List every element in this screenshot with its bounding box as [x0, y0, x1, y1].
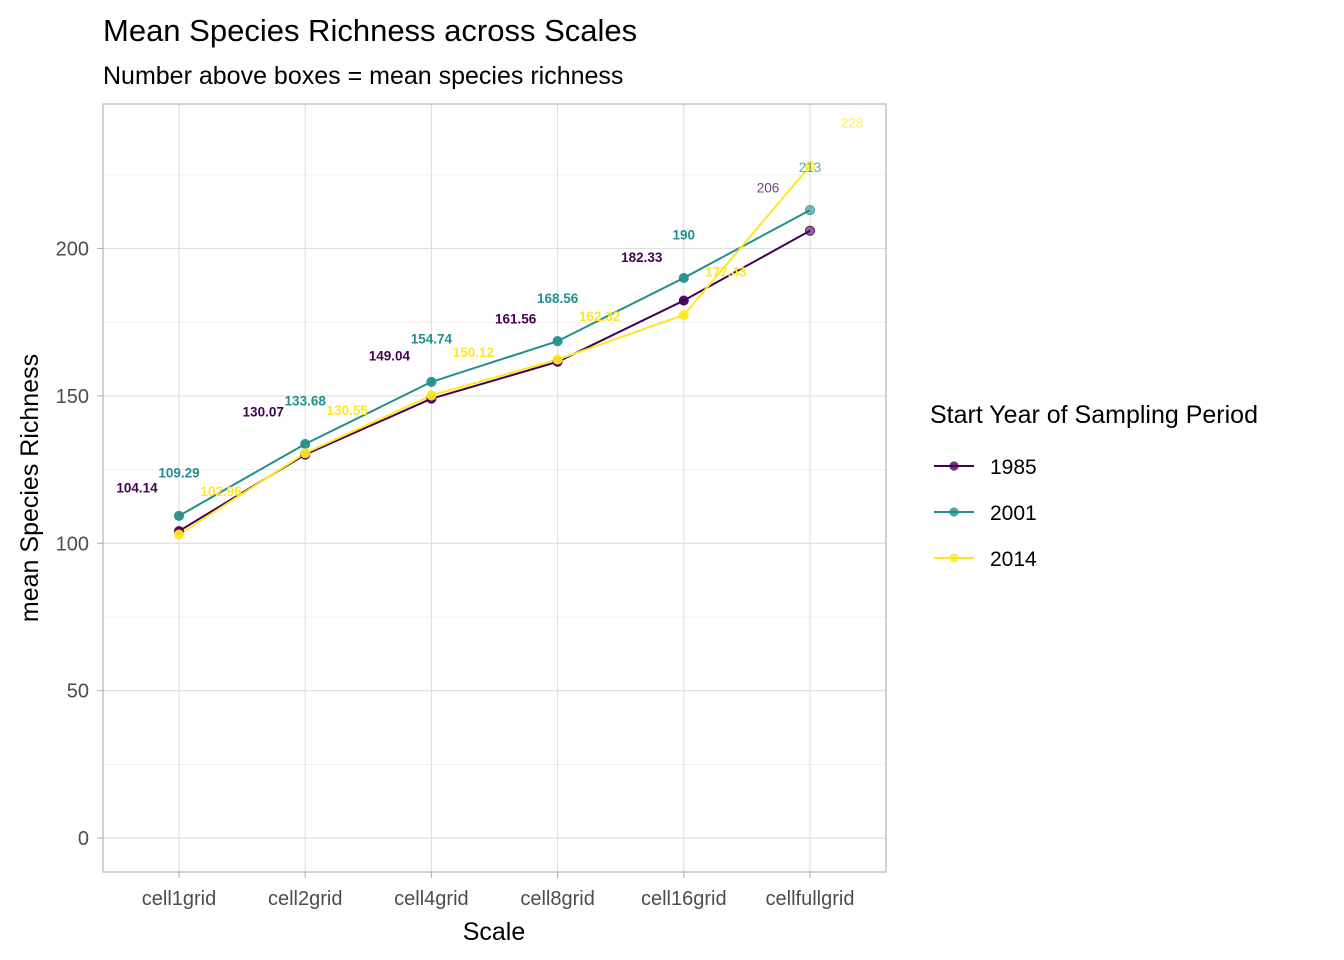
y-tick-label: 0 [78, 828, 89, 850]
data-label-2014: 177.43 [705, 265, 747, 280]
legend-key-point [949, 553, 959, 563]
y-axis-title: mean Species Richness [16, 354, 44, 622]
data-label-1985: 206 [757, 180, 780, 195]
y-axis: 0 50 100 150 200 [56, 238, 103, 850]
data-point-2014 [426, 390, 437, 401]
x-tick-label: cell4grid [394, 888, 468, 910]
y-tick-label: 200 [56, 238, 89, 260]
x-tick-label: cell16grid [641, 888, 727, 910]
data-label-2001: 190 [673, 228, 696, 243]
data-label-1985: 130.07 [243, 404, 284, 419]
data-point-1985 [804, 225, 816, 236]
data-label-2014: 162.32 [579, 309, 620, 324]
data-point-2014 [173, 529, 185, 540]
x-tick-label: cell8grid [520, 888, 594, 910]
x-tick-label: cell1grid [142, 888, 216, 910]
data-point-2014 [804, 160, 816, 172]
legend-item-2014: 2014 [934, 548, 1037, 571]
data-label-2014: 150.12 [453, 345, 494, 360]
y-tick-label: 50 [67, 681, 89, 703]
data-label-2014: 228 [841, 116, 864, 131]
data-label-2014: 102.96 [200, 484, 242, 499]
chart-title: Mean Species Richness across Scales [103, 13, 637, 48]
legend-key-point [949, 507, 959, 517]
data-point-1985 [678, 295, 689, 306]
legend-label: 1985 [990, 456, 1037, 479]
minor-gridlines [103, 174, 886, 765]
x-tick-label: cellfullgrid [766, 888, 855, 910]
major-gridlines [103, 104, 886, 872]
data-label-2014: 130.55 [327, 403, 369, 418]
series-line-2001 [178, 209, 811, 517]
legend: Start Year of Sampling Period 1985 2001 20… [930, 401, 1258, 571]
data-label-2001: 109.29 [158, 466, 199, 481]
data-point-2001 [678, 272, 689, 284]
data-point-2014 [678, 309, 689, 321]
legend-label: 2014 [990, 548, 1037, 571]
series-points [173, 160, 816, 540]
data-point-2001 [552, 336, 563, 347]
data-label-2001: 213 [799, 160, 822, 175]
data-label-1985: 104.14 [116, 481, 158, 496]
chart-subtitle: Number above boxes = mean species richne… [103, 62, 623, 90]
y-tick-label: 150 [56, 386, 89, 408]
data-point-2014 [552, 354, 563, 365]
series-line-2014 [178, 165, 811, 536]
legend-item-2001: 2001 [934, 502, 1037, 525]
data-point-2014 [300, 448, 311, 459]
x-axis: cell1grid cell2grid cell4grid cell8grid cell… [142, 872, 855, 910]
data-labels: 104.14130.07149.04161.56182.33206109.291… [116, 116, 863, 500]
legend-label: 2001 [990, 502, 1037, 525]
data-label-2001: 133.68 [285, 394, 327, 409]
legend-items: 1985 2001 2014 [934, 456, 1037, 571]
legend-item-1985: 1985 [934, 456, 1037, 479]
data-label-1985: 182.33 [621, 250, 663, 265]
data-point-2001 [426, 376, 437, 387]
data-point-2001 [300, 438, 311, 450]
plot-panel [102, 103, 887, 873]
x-tick-label: cell2grid [268, 888, 342, 910]
data-label-2001: 168.56 [537, 291, 579, 306]
data-label-1985: 149.04 [369, 348, 411, 363]
x-axis-title: Scale [463, 918, 526, 946]
data-point-2001 [173, 510, 185, 521]
y-tick-label: 100 [56, 533, 89, 555]
series-lines [178, 165, 811, 536]
legend-key-point [949, 461, 959, 471]
legend-title: Start Year of Sampling Period [930, 401, 1258, 429]
data-label-1985: 161.56 [495, 311, 537, 326]
data-label-2001: 154.74 [411, 332, 453, 347]
data-point-2001 [804, 205, 816, 216]
